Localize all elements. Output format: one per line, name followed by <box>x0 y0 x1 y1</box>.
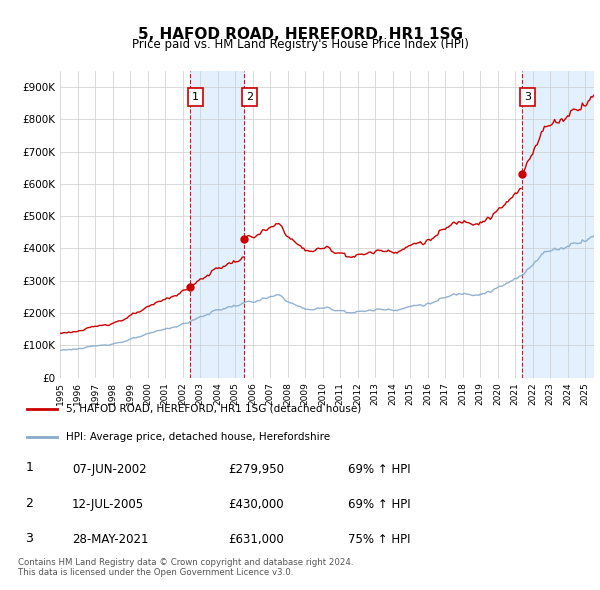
Text: 3: 3 <box>524 91 531 101</box>
Text: 1: 1 <box>192 91 199 101</box>
Text: Contains HM Land Registry data © Crown copyright and database right 2024.
This d: Contains HM Land Registry data © Crown c… <box>18 558 353 577</box>
Text: £631,000: £631,000 <box>228 533 284 546</box>
Text: 2: 2 <box>25 497 34 510</box>
Text: 69% ↑ HPI: 69% ↑ HPI <box>348 463 410 476</box>
Text: £279,950: £279,950 <box>228 463 284 476</box>
Text: 12-JUL-2005: 12-JUL-2005 <box>72 498 144 511</box>
Text: 69% ↑ HPI: 69% ↑ HPI <box>348 498 410 511</box>
Text: 1: 1 <box>25 461 34 474</box>
Text: £430,000: £430,000 <box>228 498 284 511</box>
Bar <box>523 71 594 378</box>
Text: 5, HAFOD ROAD, HEREFORD, HR1 1SG (detached house): 5, HAFOD ROAD, HEREFORD, HR1 1SG (detach… <box>65 404 361 414</box>
Text: 2: 2 <box>246 91 253 101</box>
Text: 28-MAY-2021: 28-MAY-2021 <box>72 533 149 546</box>
Text: 07-JUN-2002: 07-JUN-2002 <box>72 463 146 476</box>
Text: 75% ↑ HPI: 75% ↑ HPI <box>348 533 410 546</box>
Text: 5, HAFOD ROAD, HEREFORD, HR1 1SG: 5, HAFOD ROAD, HEREFORD, HR1 1SG <box>137 27 463 41</box>
Text: Price paid vs. HM Land Registry's House Price Index (HPI): Price paid vs. HM Land Registry's House … <box>131 38 469 51</box>
Text: 3: 3 <box>25 532 34 545</box>
Text: HPI: Average price, detached house, Herefordshire: HPI: Average price, detached house, Here… <box>65 432 329 441</box>
Bar <box>190 71 244 378</box>
